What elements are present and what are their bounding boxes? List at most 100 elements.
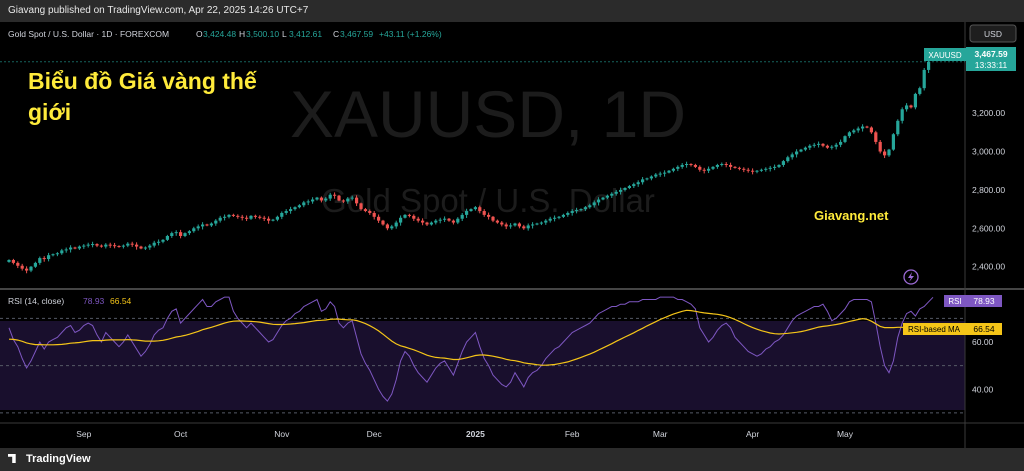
candle (271, 218, 275, 222)
time-tick-label: 2025 (466, 429, 485, 439)
candle (117, 245, 121, 248)
candle-body (275, 216, 279, 220)
description-watermark: Gold Spot / U.S. Dollar (321, 182, 655, 219)
candle-body (25, 268, 29, 271)
chart-canvas[interactable]: XAUUSD, 1D Gold Spot / U.S. Dollar 2,400… (0, 22, 1024, 448)
tradingview-logo[interactable]: TradingView (8, 453, 91, 465)
candle (588, 203, 592, 209)
candle-body (302, 202, 306, 206)
candle (698, 165, 702, 172)
candle-body (491, 216, 495, 221)
candle-body (55, 253, 59, 255)
candle-body (315, 197, 319, 200)
candle-body (139, 246, 143, 249)
candle (676, 165, 680, 172)
candle (685, 161, 689, 168)
candle-body (306, 201, 310, 203)
candle (605, 194, 609, 200)
currency-button[interactable] (969, 24, 1017, 43)
candle-body (425, 222, 429, 225)
candle (209, 222, 213, 227)
candle-body (861, 126, 865, 129)
candle-body (843, 136, 847, 142)
candle (654, 173, 658, 179)
candle-body (262, 217, 266, 219)
tradingview-brand: TradingView (26, 453, 91, 465)
rsi-legend-name[interactable]: RSI (14, close) (8, 296, 64, 306)
candle (517, 222, 521, 229)
candle (399, 215, 403, 226)
candle-body (148, 245, 152, 248)
candle (11, 258, 15, 265)
candle (702, 167, 706, 174)
candle-body (627, 186, 631, 188)
ohlc-high: 3,500.10 (246, 29, 279, 39)
candle-body (803, 147, 807, 150)
price-axis[interactable]: 2,400.00 2,600.00 2,800.00 3,000.00 3,200.00 (0, 61, 1005, 272)
candle (363, 207, 367, 213)
candle (509, 223, 513, 229)
candle (135, 242, 139, 250)
time-tick-label: May (837, 429, 854, 439)
candle-body (377, 216, 381, 221)
candle (289, 206, 293, 214)
candle (7, 259, 11, 263)
rsi-legend-ma-value: 66.54 (110, 296, 132, 306)
candle (724, 162, 728, 168)
candle-body (429, 222, 433, 225)
candle-body (891, 134, 895, 150)
legend-symbol[interactable]: Gold Spot / U.S. Dollar · 1D · FOREXCOM (8, 29, 169, 39)
symbol-tag: XAUUSD (928, 51, 962, 60)
rsi-axis[interactable]: 40.00 60.00 (972, 337, 994, 394)
candle (491, 216, 495, 223)
candle (513, 222, 517, 227)
candle-body (553, 217, 557, 219)
candle-body (117, 245, 121, 247)
candle-body (852, 130, 856, 133)
candle (869, 126, 873, 134)
candle (29, 265, 33, 273)
legend-ohlc: O 3,424.48 H 3,500.10 L 3,412.61 C 3,467… (196, 29, 442, 39)
price-tag-value: 3,467.59 (974, 49, 1007, 59)
candle (878, 140, 882, 154)
lightning-icon[interactable] (903, 269, 919, 285)
candle (905, 103, 909, 112)
price-tag-countdown: 13:33:11 (975, 60, 1008, 70)
time-axis[interactable]: AugSepOctNovDec2025FebMarAprMay (0, 429, 854, 439)
candle-body (447, 218, 451, 221)
candle (561, 213, 565, 218)
time-tick-label: Feb (565, 429, 580, 439)
candle (47, 252, 51, 262)
candle-body (297, 205, 301, 208)
candle-body (561, 214, 565, 217)
candle-body (407, 214, 411, 216)
candle-body (729, 164, 733, 167)
candle (113, 242, 117, 249)
candle (434, 219, 438, 225)
candle-body (271, 219, 275, 221)
candle (922, 68, 926, 91)
candle (597, 197, 601, 206)
lightning-bolt-glyph (908, 272, 914, 282)
candle (821, 143, 825, 148)
candle-body (469, 209, 473, 212)
candle (764, 167, 768, 172)
candle (768, 165, 772, 172)
candle-body (927, 61, 931, 70)
candle-body (685, 164, 689, 165)
candle (777, 164, 781, 169)
candle-body (355, 197, 359, 204)
candle (407, 213, 411, 218)
candle-body (487, 214, 491, 217)
candle (99, 244, 103, 248)
candle (834, 142, 838, 150)
candle-body (737, 167, 741, 169)
candle (16, 261, 20, 269)
ohlc-low: 3,412.61 (289, 29, 322, 39)
currency-button-label[interactable]: USD (984, 29, 1002, 39)
candle-body (663, 172, 667, 174)
price-tick-label: 2,800.00 (972, 185, 1005, 195)
candle (632, 182, 636, 188)
candle (267, 216, 271, 224)
